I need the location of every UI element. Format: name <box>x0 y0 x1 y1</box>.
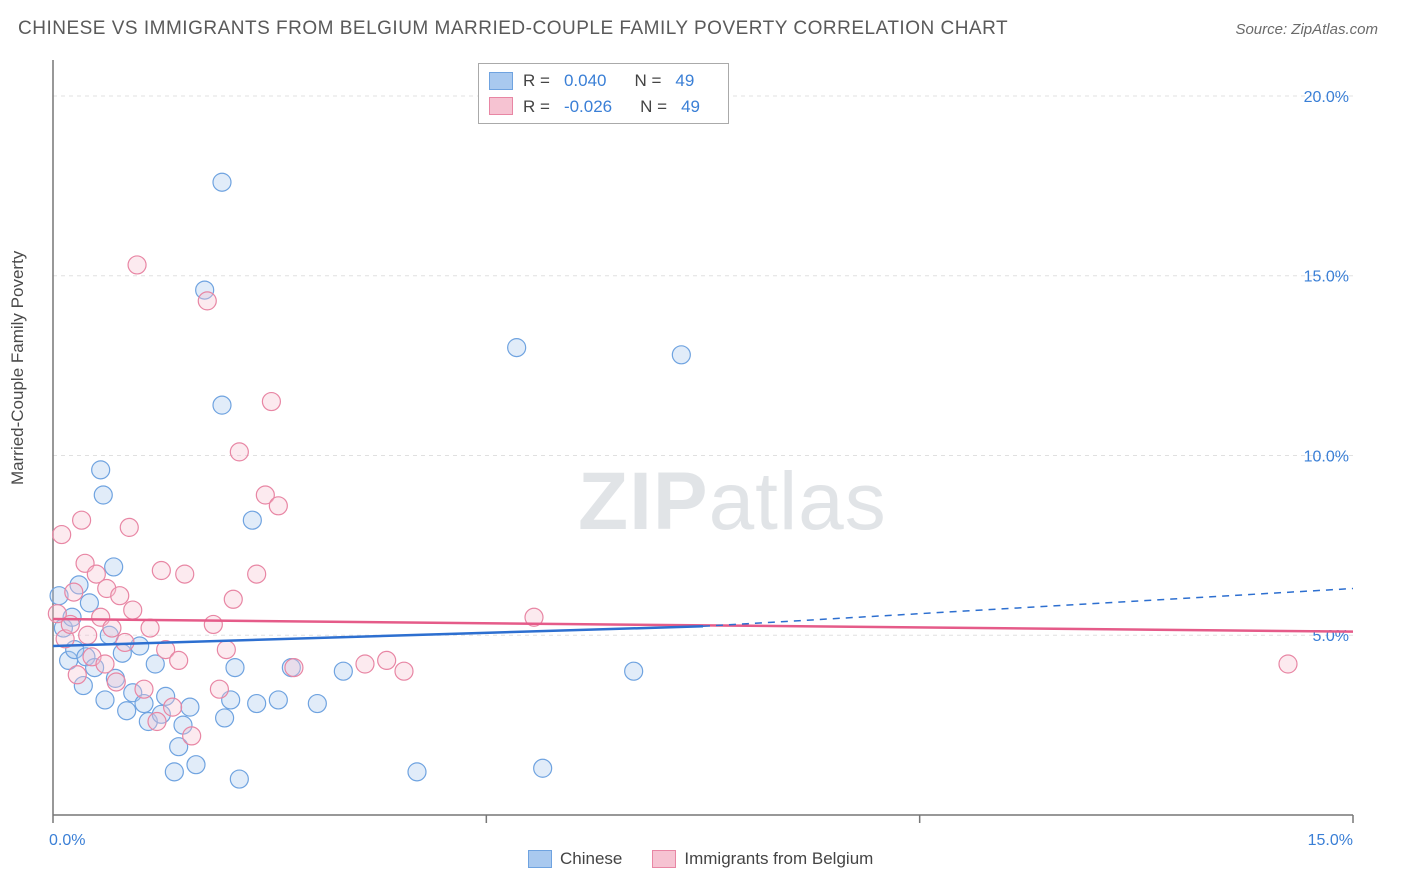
stats-row-belgium: R = -0.026 N = 49 <box>489 94 718 120</box>
svg-text:0.0%: 0.0% <box>49 832 85 849</box>
legend-swatch-chinese <box>528 850 552 868</box>
series-legend: Chinese Immigrants from Belgium <box>528 849 873 869</box>
swatch-belgium <box>489 97 513 115</box>
stats-legend: R = 0.040 N = 49 R = -0.026 N = 49 <box>478 63 729 124</box>
y-axis-label: Married-Couple Family Poverty <box>8 251 28 485</box>
svg-text:15.0%: 15.0% <box>1308 832 1353 849</box>
svg-text:10.0%: 10.0% <box>1304 448 1349 465</box>
stat-N-belgium: 49 <box>681 94 700 120</box>
legend-label-chinese: Chinese <box>560 849 622 869</box>
svg-text:15.0%: 15.0% <box>1304 269 1349 286</box>
stat-R-belgium: -0.026 <box>564 94 612 120</box>
chart-title: CHINESE VS IMMIGRANTS FROM BELGIUM MARRI… <box>18 18 1008 40</box>
legend-swatch-belgium <box>652 850 676 868</box>
stat-N-chinese: 49 <box>675 68 694 94</box>
stat-N-label: N = <box>634 68 661 94</box>
legend-item-belgium: Immigrants from Belgium <box>652 849 873 869</box>
stat-R-chinese: 0.040 <box>564 68 607 94</box>
stat-R-label-2: R = <box>523 94 550 120</box>
chart-source: Source: ZipAtlas.com <box>1235 21 1378 38</box>
scatter-plot: 5.0%10.0%15.0%20.0%0.0%15.0% <box>18 55 1388 875</box>
legend-label-belgium: Immigrants from Belgium <box>684 849 873 869</box>
svg-text:20.0%: 20.0% <box>1304 89 1349 106</box>
legend-item-chinese: Chinese <box>528 849 622 869</box>
chart-area: Married-Couple Family Poverty ZIPatlas 5… <box>18 55 1388 875</box>
stat-N-label-2: N = <box>640 94 667 120</box>
stats-row-chinese: R = 0.040 N = 49 <box>489 68 718 94</box>
swatch-chinese <box>489 72 513 90</box>
stat-R-label: R = <box>523 68 550 94</box>
chart-header: CHINESE VS IMMIGRANTS FROM BELGIUM MARRI… <box>0 0 1406 40</box>
